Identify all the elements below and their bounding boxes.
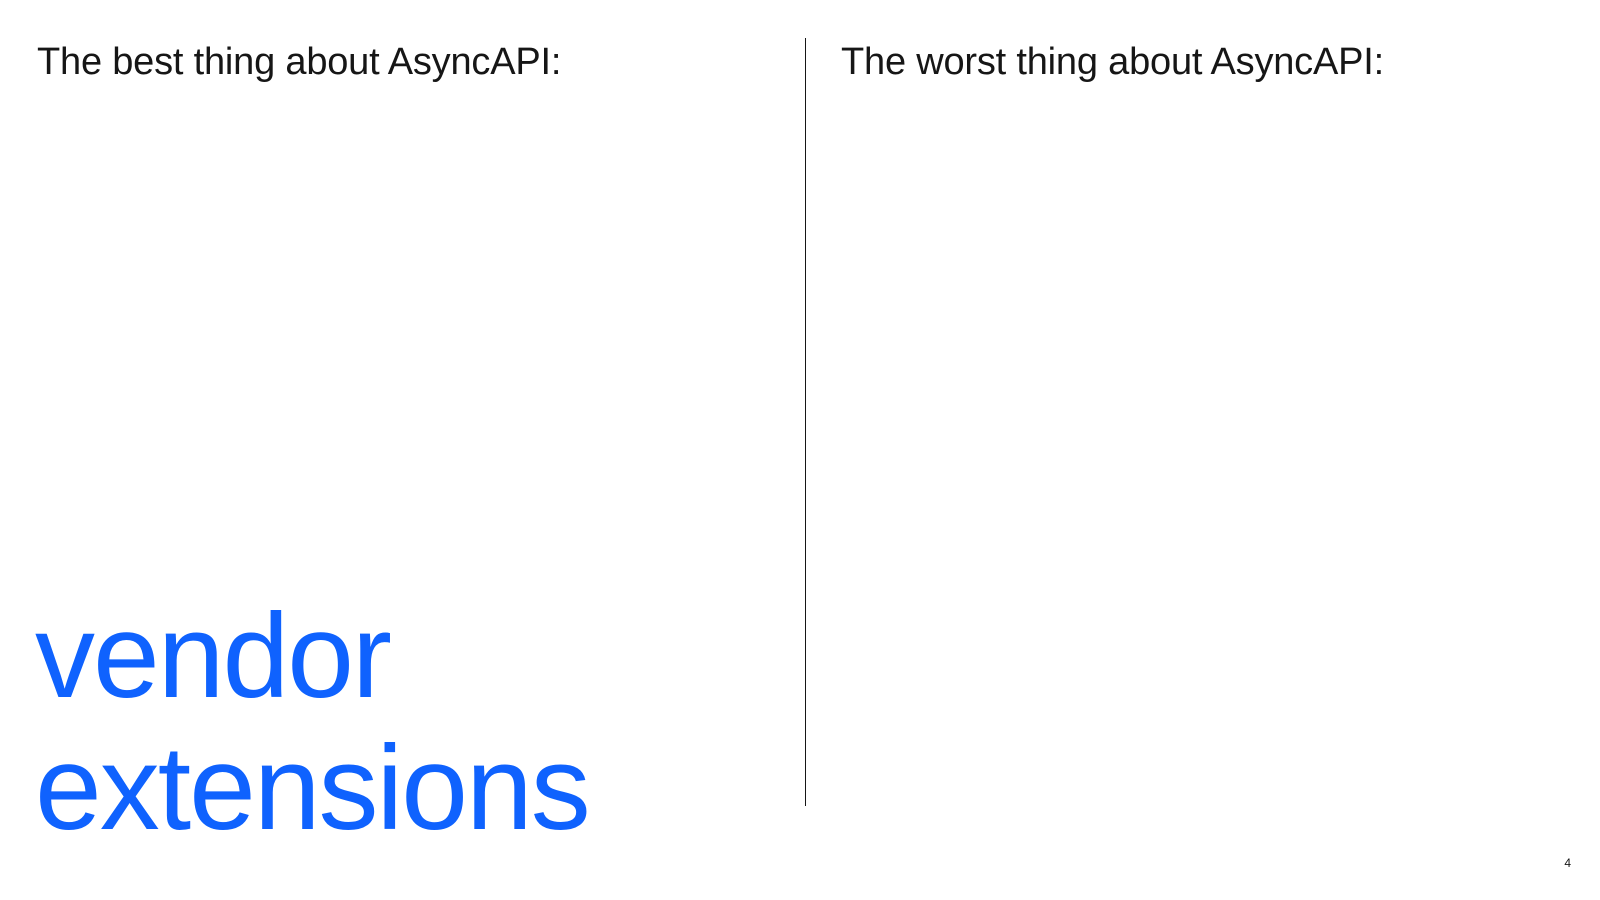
- worst-thing-heading: The worst thing about AsyncAPI:: [841, 41, 1384, 83]
- best-thing-answer: vendor extensions: [35, 589, 591, 855]
- answer-line-vendor: vendor: [35, 589, 392, 723]
- best-thing-heading: The best thing about AsyncAPI:: [37, 41, 562, 83]
- answer-line-extensions: extensions: [35, 721, 591, 855]
- column-divider: [805, 38, 806, 806]
- page-number: 4: [1564, 856, 1571, 870]
